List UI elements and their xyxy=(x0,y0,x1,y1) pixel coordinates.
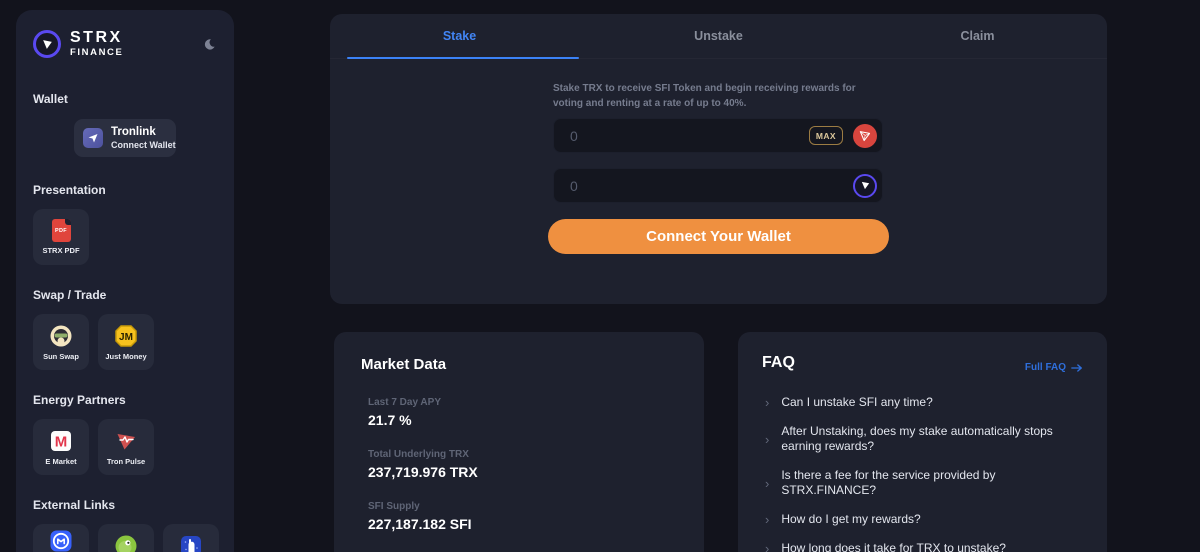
presentation-section-heading: Presentation xyxy=(33,183,106,197)
faq-list: › Can I unstake SFI any time? › After Un… xyxy=(762,395,1083,552)
stat-sfi-supply: SFI Supply 227,187.182 SFI xyxy=(368,501,677,532)
tab-unstake[interactable]: Unstake xyxy=(694,29,743,43)
just-money-icon: JM xyxy=(115,325,137,347)
connect-your-wallet-button[interactable]: Connect Your Wallet xyxy=(548,219,889,254)
faq-question-row[interactable]: › How long does it take for TRX to unsta… xyxy=(762,541,1083,552)
just-money-label: Just Money xyxy=(105,351,147,361)
market-data-title: Market Data xyxy=(361,356,447,373)
max-button[interactable]: MAX xyxy=(808,126,843,145)
logo-title: STRX xyxy=(70,29,123,47)
chevron-right-icon: › xyxy=(765,512,770,528)
tron-pulse-tile[interactable]: Tron Pulse xyxy=(98,419,154,475)
tab-stake[interactable]: Stake xyxy=(442,29,477,43)
tron-pulse-icon xyxy=(117,433,135,450)
sun-swap-tile[interactable]: Sun Swap xyxy=(33,314,89,370)
sfi-token-icon xyxy=(853,173,877,198)
sfi-amount-field xyxy=(553,168,883,203)
coingecko-icon xyxy=(115,535,137,552)
faq-question: How do I get my rewards? xyxy=(781,511,921,526)
strx-logo-icon xyxy=(33,30,61,58)
svg-text:M: M xyxy=(55,433,68,450)
coin-market-cap-tile[interactable]: Coin Market Cap xyxy=(33,524,89,552)
stat-value: 237,719.976 TRX xyxy=(368,464,478,480)
faq-question-row[interactable]: › After Unstaking, does my stake automat… xyxy=(762,424,1083,455)
sun-swap-icon xyxy=(50,325,72,347)
faq-question: After Unstaking, does my stake automatic… xyxy=(781,423,1053,454)
coin-market-cap-icon xyxy=(50,530,72,552)
chevron-right-icon: › xyxy=(765,395,770,411)
stat-label: Last 7 Day APY xyxy=(368,397,441,408)
faq-question: How long does it take for TRX to unstake… xyxy=(781,540,1006,552)
stat-label: SFI Supply xyxy=(368,501,420,512)
pdf-icon: PDF xyxy=(51,219,71,243)
sun-swap-label: Sun Swap xyxy=(43,351,79,361)
tronlink-labels: Tronlink Connect Wallet xyxy=(111,126,176,149)
faq-card: FAQ Full FAQ › Can I unstake SFI any tim… xyxy=(738,332,1107,552)
faq-title: FAQ xyxy=(762,354,795,371)
chevron-right-icon: › xyxy=(765,431,770,447)
logo-subtitle: FINANCE xyxy=(70,47,124,59)
dark-mode-toggle[interactable] xyxy=(203,38,216,51)
e-market-icon: M xyxy=(51,430,71,451)
faq-question: Is there a fee for the service provided … xyxy=(781,467,996,498)
strx-pdf-label: STRX PDF xyxy=(42,246,80,256)
wallet-section-heading: Wallet xyxy=(33,92,68,106)
tron-pulse-label: Tron Pulse xyxy=(106,456,146,466)
faq-question: Can I unstake SFI any time? xyxy=(781,395,933,409)
tronlink-connect-wallet-button[interactable]: Tronlink Connect Wallet xyxy=(74,119,176,157)
trx-amount-input[interactable] xyxy=(553,118,883,153)
arrow-right-icon xyxy=(1071,363,1082,372)
external-links-section-heading: External Links xyxy=(33,498,116,512)
sidebar-header: STRX FINANCE xyxy=(16,24,234,58)
tronlink-subtitle: Connect Wallet xyxy=(111,139,176,150)
market-data-card: Market Data Last 7 Day APY 21.7 % Total … xyxy=(334,332,704,552)
defillama-icon xyxy=(181,535,201,552)
just-money-tile[interactable]: JM Just Money xyxy=(98,314,154,370)
e-market-tile[interactable]: M E Market xyxy=(33,419,89,475)
strx-finance-logo[interactable]: STRX FINANCE xyxy=(33,30,123,58)
strx-pdf-tile[interactable]: PDF STRX PDF xyxy=(33,209,89,265)
stat-total-underlying-trx: Total Underlying TRX 237,719.976 TRX xyxy=(368,449,677,480)
stake-tabs: Stake Unstake Claim xyxy=(330,14,1107,59)
tab-claim[interactable]: Claim xyxy=(960,29,995,43)
chevron-right-icon: › xyxy=(765,475,770,491)
sidebar: STRX FINANCE Wallet Tronlink Connect Wal… xyxy=(16,10,234,552)
defillama-tile[interactable]: DefiLlama xyxy=(163,524,219,552)
stake-panel: Stake Unstake Claim Stake TRX to receive… xyxy=(330,14,1107,304)
chevron-right-icon: › xyxy=(765,540,770,552)
coingecko-tile[interactable]: Coingecko xyxy=(98,524,154,552)
active-tab-indicator xyxy=(347,57,579,59)
faq-question-row[interactable]: › Is there a fee for the service provide… xyxy=(762,468,1083,499)
stat-value: 227,187.182 SFI xyxy=(368,516,472,532)
energy-partners-section-heading: Energy Partners xyxy=(33,393,126,407)
full-faq-label: Full FAQ xyxy=(1024,362,1066,373)
faq-question-row[interactable]: › Can I unstake SFI any time? xyxy=(762,395,1083,411)
tronlink-title: Tronlink xyxy=(111,126,156,139)
stake-description: Stake TRX to receive SFI Token and begin… xyxy=(553,83,856,109)
logo-text: STRX FINANCE xyxy=(70,30,123,58)
e-market-label: E Market xyxy=(45,456,77,466)
tronlink-icon xyxy=(83,128,103,148)
full-faq-link[interactable]: Full FAQ xyxy=(1025,362,1083,373)
stat-label: Total Underlying TRX xyxy=(368,449,469,460)
stat-value: 21.7 % xyxy=(368,412,412,428)
swap-trade-section-heading: Swap / Trade xyxy=(33,288,107,302)
stat-last-7-day-apy: Last 7 Day APY 21.7 % xyxy=(368,397,677,428)
faq-question-row[interactable]: › How do I get my rewards? xyxy=(762,512,1083,528)
moon-icon xyxy=(204,38,215,50)
svg-text:JM: JM xyxy=(119,332,133,343)
sfi-amount-input[interactable] xyxy=(553,168,883,203)
trx-token-icon xyxy=(853,123,877,148)
trx-amount-field: MAX xyxy=(553,118,883,153)
